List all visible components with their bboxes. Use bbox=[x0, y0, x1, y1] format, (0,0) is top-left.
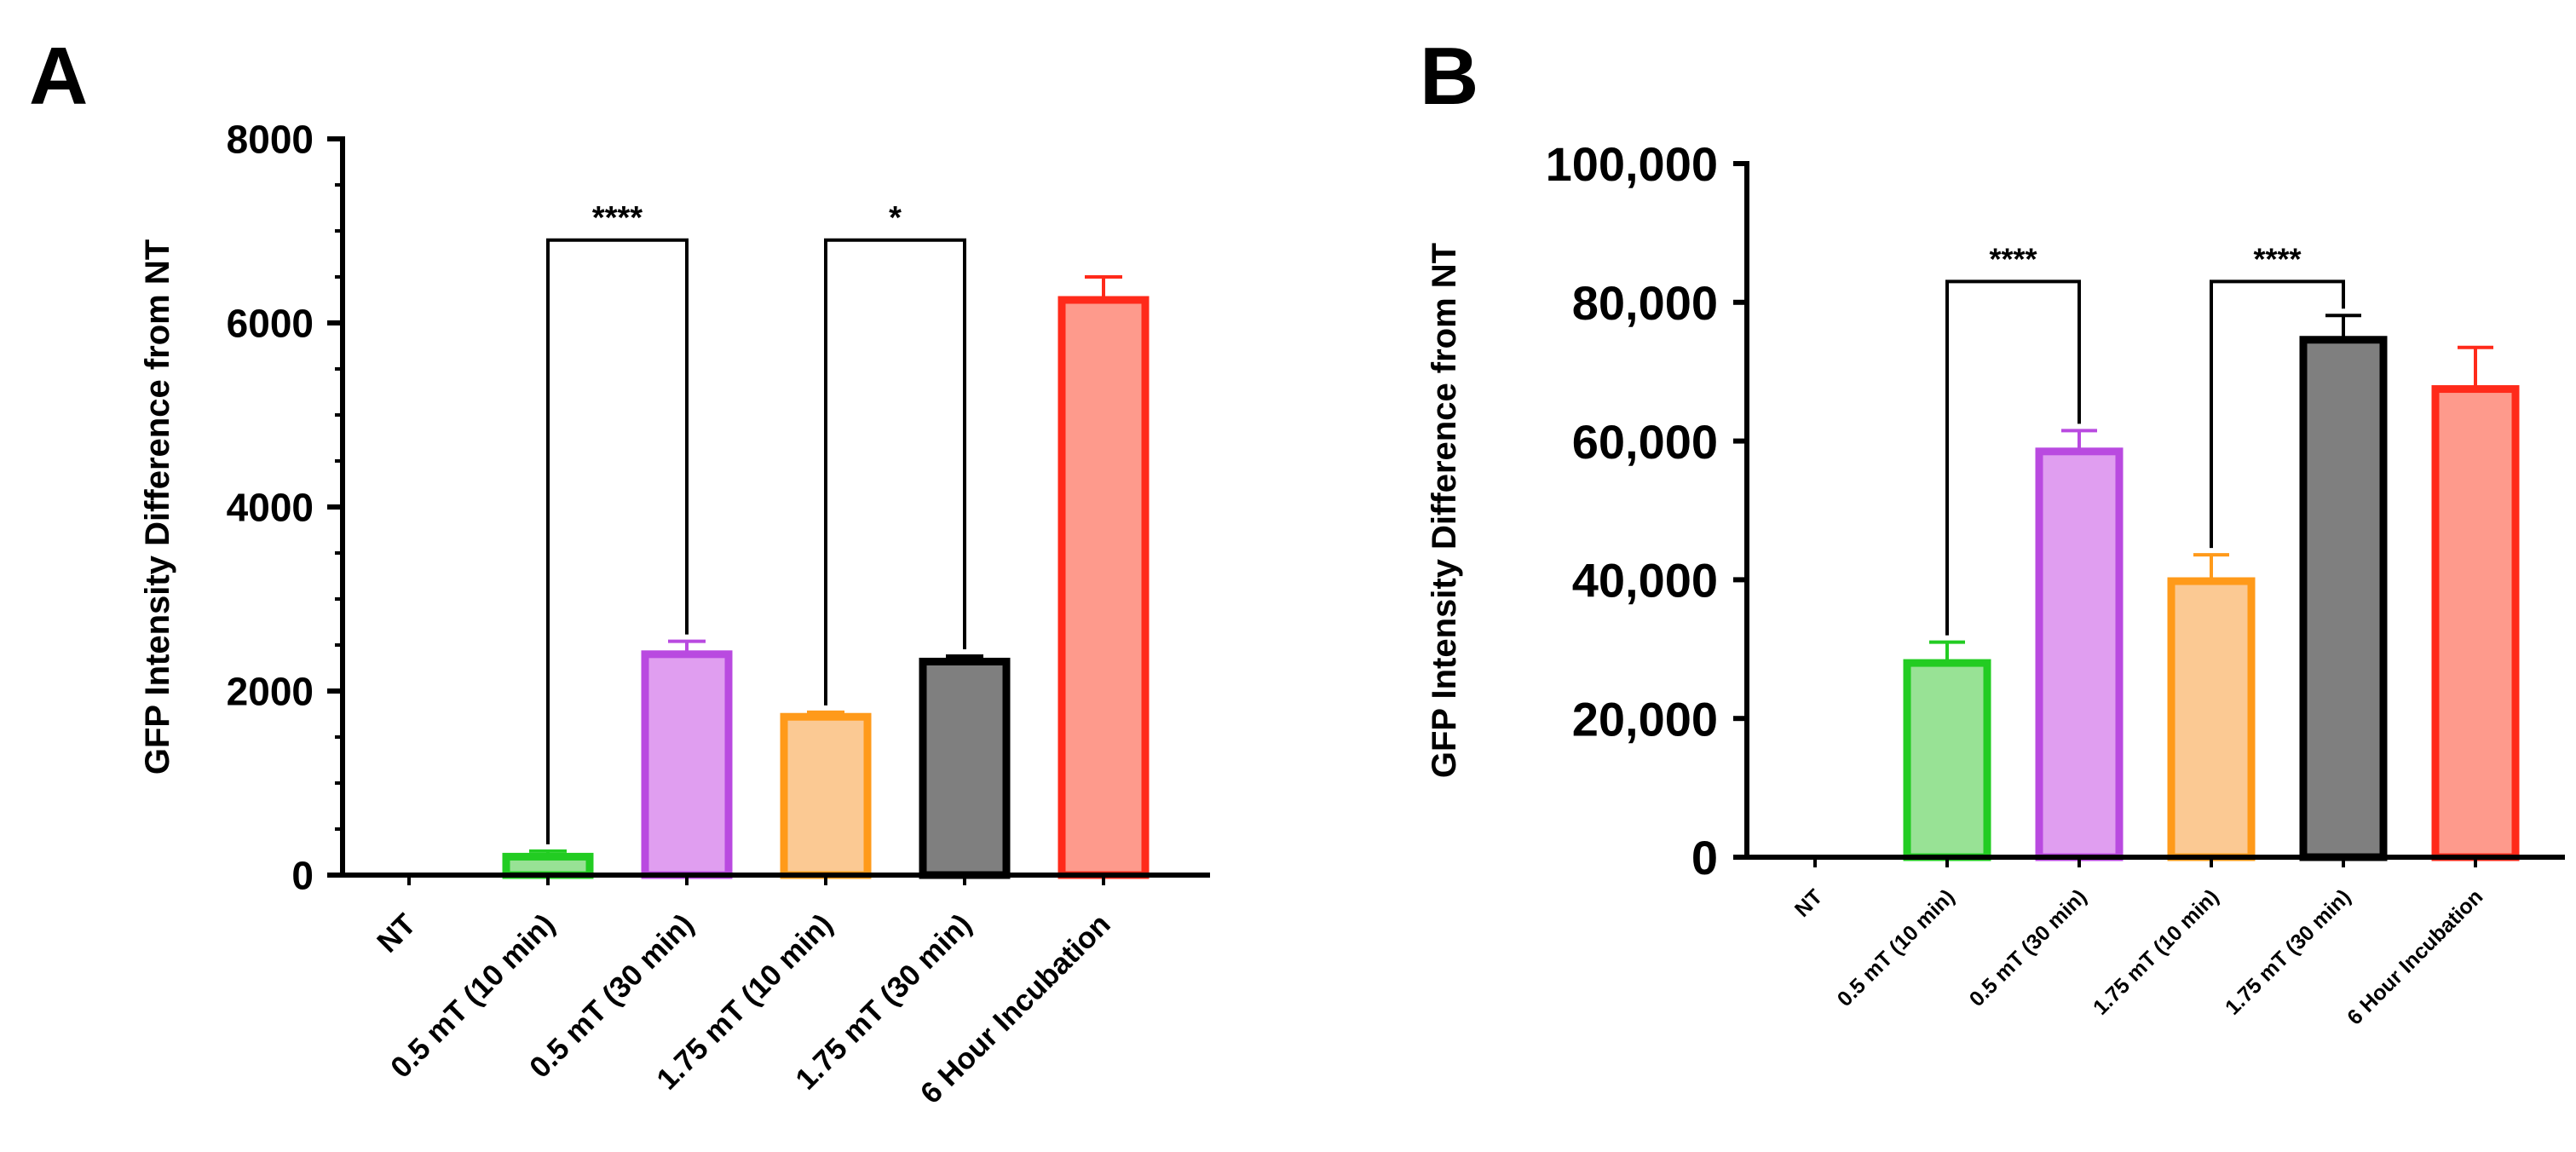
bar bbox=[641, 650, 733, 879]
bar bbox=[2299, 336, 2388, 861]
y-tick-label: 4000 bbox=[227, 486, 314, 530]
bar bbox=[2035, 447, 2124, 861]
category-label: 6 Hour Incubation bbox=[2343, 884, 2487, 1029]
y-tick-label: 2000 bbox=[227, 670, 314, 714]
y-axis-title: GFP Intensity Difference from NT bbox=[1426, 243, 1463, 778]
category-label: NT bbox=[371, 907, 423, 959]
significance-bracket bbox=[1945, 279, 2081, 636]
category-label: 0.5 mT (30 min) bbox=[1965, 884, 2091, 1011]
significance-bracket bbox=[2210, 279, 2345, 549]
category-label: 1.75 mT (10 min) bbox=[2089, 884, 2223, 1019]
bar bbox=[2431, 385, 2520, 861]
y-axis-title: GFP Intensity Difference from NT bbox=[139, 239, 176, 775]
bar bbox=[2167, 577, 2256, 861]
bar bbox=[1903, 659, 1991, 861]
bar bbox=[502, 852, 594, 879]
y-tick-label: 80,000 bbox=[1572, 276, 1718, 330]
bar bbox=[780, 712, 872, 879]
significance-label: **** bbox=[1989, 241, 2037, 276]
category-label: 0.5 mT (10 min) bbox=[1833, 884, 1959, 1011]
y-tick-label: 100,000 bbox=[1546, 137, 1718, 191]
significance-bracket bbox=[824, 238, 966, 706]
significance-label: **** bbox=[2253, 241, 2301, 276]
category-label: 1.75 mT (30 min) bbox=[2221, 884, 2355, 1019]
panel-label-a: A bbox=[29, 31, 89, 122]
bar bbox=[919, 657, 1011, 879]
y-tick-label: 0 bbox=[291, 854, 314, 898]
y-tick-label: 20,000 bbox=[1572, 692, 1718, 746]
significance-label: * bbox=[889, 200, 902, 236]
bar bbox=[1057, 296, 1150, 879]
y-tick-label: 60,000 bbox=[1572, 415, 1718, 469]
category-label: NT bbox=[1790, 884, 1827, 921]
y-tick-label: 8000 bbox=[227, 118, 314, 162]
panel-label-b: B bbox=[1420, 31, 1479, 122]
y-tick-label: 0 bbox=[1691, 831, 1718, 884]
y-tick-label: 6000 bbox=[227, 302, 314, 346]
significance-bracket bbox=[546, 238, 689, 844]
y-tick-label: 40,000 bbox=[1572, 554, 1718, 608]
significance-label: **** bbox=[592, 200, 643, 236]
